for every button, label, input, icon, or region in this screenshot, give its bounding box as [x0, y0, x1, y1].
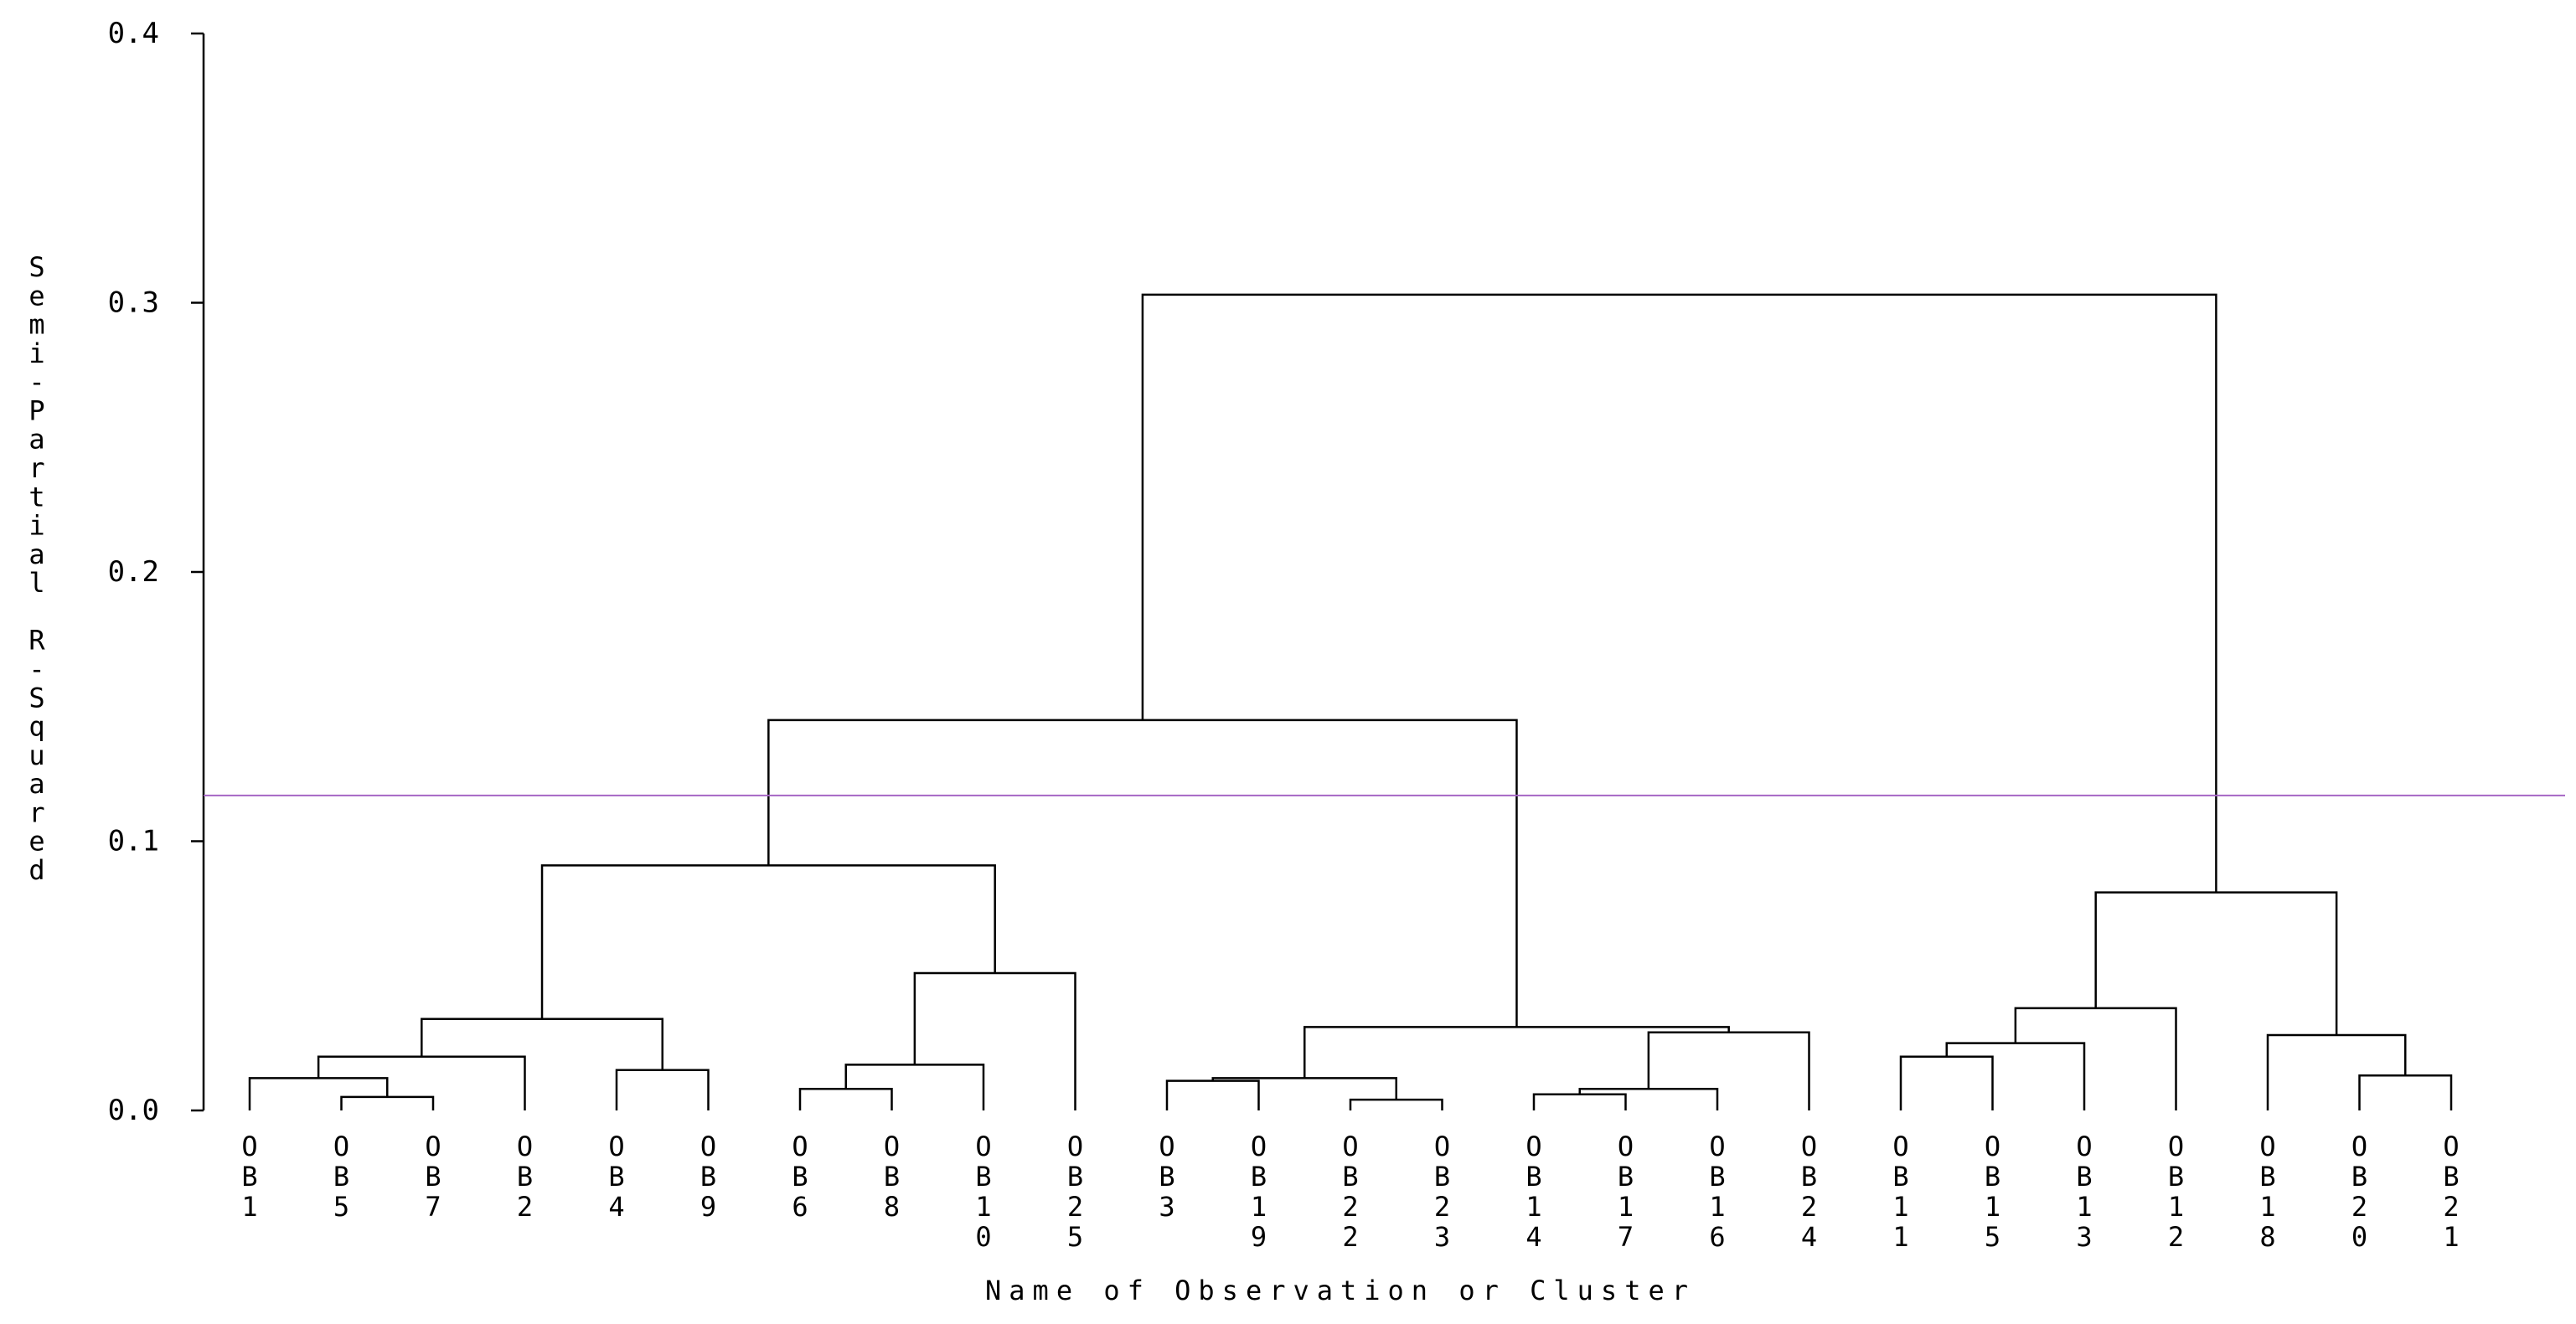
dendrogram-link [1647, 1031, 1810, 1110]
dendrogram-link [340, 1095, 435, 1110]
dendrogram-link [1532, 1093, 1627, 1110]
y-tick-label: 0.3 [108, 286, 159, 320]
leaf-labels: O B 1 O B 5 O B 7 O B 2 O B 4 O B 9 O B 6 O B 8 O B 1 0 O B 2 5 O B 3 O B 1 9 O… [241, 1131, 2459, 1253]
dendrogram-link [615, 1069, 710, 1110]
dendrogram-link [421, 1017, 663, 1070]
dendrogram-link [913, 971, 1076, 1110]
dendrogram-link [1303, 1026, 1730, 1079]
y-tick-label: 0.1 [108, 825, 159, 858]
dendrogram-link [2266, 1033, 2407, 1110]
dendrogram-link [1945, 1042, 2086, 1110]
dendrogram-link [1899, 1055, 1994, 1110]
dendrogram-link [1349, 1098, 1443, 1110]
y-tick-label: 0.0 [108, 1094, 159, 1127]
y-tick-label: 0.4 [108, 17, 159, 50]
y-axis: 0.0 0.1 0.2 0.3 0.4 [108, 17, 205, 1127]
dendrogram-link [2094, 891, 2338, 1035]
dendrogram-link [2358, 1074, 2453, 1110]
dendrogram-link [540, 864, 996, 1019]
dendrogram-link [248, 1077, 389, 1110]
dendrogram-link [317, 1055, 526, 1110]
dendrogram-link [767, 719, 1518, 1028]
dendrogram-link [1165, 1079, 1260, 1110]
dendrogram-link [1578, 1088, 1719, 1110]
dendrogram-links [248, 293, 2453, 1110]
y-tick-label: 0.2 [108, 555, 159, 589]
x-axis-title: Name of Observation or Cluster [985, 1275, 1696, 1306]
dendrogram-link [1141, 293, 2217, 893]
dendrogram-link [2014, 1007, 2177, 1110]
dendrogram-link [798, 1088, 893, 1110]
dendrogram-link [844, 1064, 985, 1110]
